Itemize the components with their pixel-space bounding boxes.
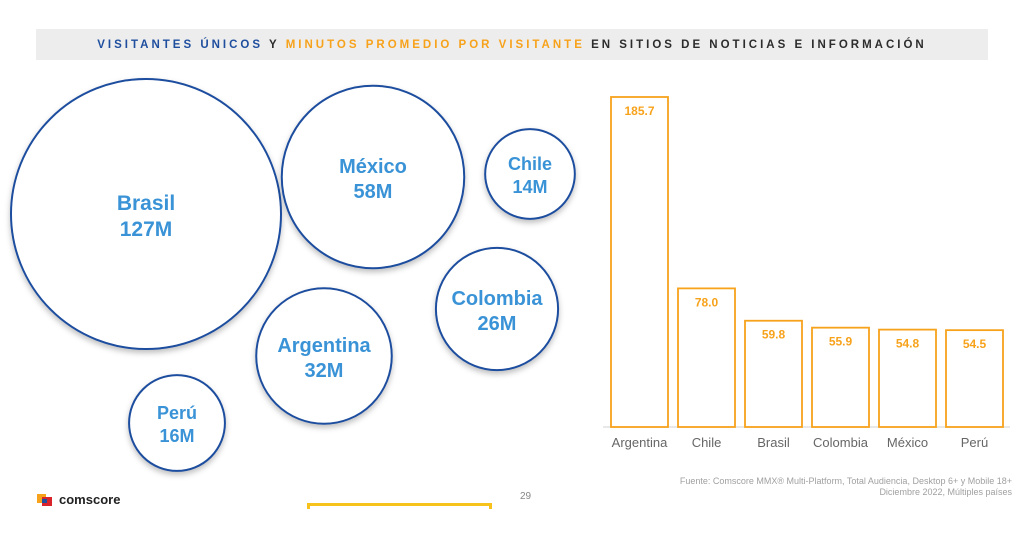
category-label: México [887, 435, 928, 450]
bubble-label: Argentina [277, 335, 371, 357]
bubble-value-label: 26M [478, 313, 517, 335]
bar-value-label: 185.7 [624, 104, 654, 118]
title-minutes-per-visitor: MINUTOS PROMEDIO POR VISITANTE [285, 38, 585, 51]
bar-chart: 185.7 Argentina 78.0 Chile 59.8 Brasil 55.9 Col… [603, 96, 1010, 450]
bar-brasil [744, 319, 803, 428]
bar-chile [677, 287, 736, 428]
chart-title-bar: VISITANTES ÚNICOS Y MINUTOS PROMEDIO POR… [36, 29, 988, 60]
bubble-value-label: 58M [354, 181, 393, 203]
category-label: Brasil [757, 435, 790, 450]
source-note: Fuente: Comscore MMX® Multi-Platform, To… [680, 476, 1012, 498]
bubble-peru: Perú 16M [128, 374, 226, 472]
comscore-logo-text: comscore [59, 492, 121, 507]
bubble-label: Chile [508, 154, 552, 174]
bar-value-label: 54.8 [896, 337, 920, 351]
bubble-circle [434, 246, 560, 372]
bubble-circle [255, 287, 393, 425]
bubble-circle [280, 84, 466, 270]
bar-value-label: 59.8 [762, 328, 786, 342]
bar-mexico [878, 328, 937, 428]
bubble-circle [10, 78, 282, 350]
bubble-label: Brasil [117, 192, 175, 215]
bubble-brasil: Brasil 127M [10, 78, 282, 350]
bar-value-label: 78.0 [695, 295, 719, 309]
bubble-colombia: Colombia 26M [434, 246, 560, 372]
source-line-1: Fuente: Comscore MMX® Multi-Platform, To… [679, 476, 1012, 486]
title-unique-visitors: VISITANTES ÚNICOS [97, 38, 264, 51]
bottom-accent-bar [307, 503, 492, 509]
bubble-chile: Chile 14M [484, 128, 576, 220]
bar-colombia [811, 326, 870, 428]
page-number: 29 [520, 491, 532, 502]
comscore-logo: comscore [37, 492, 120, 507]
bar-peru [945, 329, 1004, 428]
bubble-label: México [339, 156, 407, 178]
bar-value-label: 54.5 [963, 337, 987, 351]
title-connector: Y [263, 38, 286, 51]
bubble-label: Colombia [451, 288, 543, 310]
bubble-value-label: 16M [159, 426, 194, 446]
bar-value-label: 55.9 [829, 335, 853, 349]
title-suffix: EN SITIOS DE NOTICIAS E INFORMACIÓN [584, 38, 927, 51]
bubble-value-label: 14M [512, 177, 547, 197]
bubble-mexico: México 58M [280, 84, 466, 270]
source-line-2: Diciembre 2022, Múltiples países [879, 487, 1012, 497]
category-label: Perú [961, 435, 988, 450]
bubble-label: Perú [157, 403, 197, 423]
comscore-logo-icon [37, 493, 52, 506]
bubble-circle [484, 128, 576, 220]
bubble-value-label: 127M [120, 218, 173, 241]
category-label: Colombia [813, 435, 869, 450]
bubble-value-label: 32M [305, 360, 344, 382]
bubble-argentina: Argentina 32M [255, 287, 393, 425]
category-label: Chile [692, 435, 722, 450]
bubble-circle [128, 374, 226, 472]
bar-argentina [610, 96, 669, 428]
category-label: Argentina [612, 435, 668, 450]
bubble-chart: Brasil 127M México 58M Chile 14M Colombia 26M Ar… [10, 78, 576, 472]
